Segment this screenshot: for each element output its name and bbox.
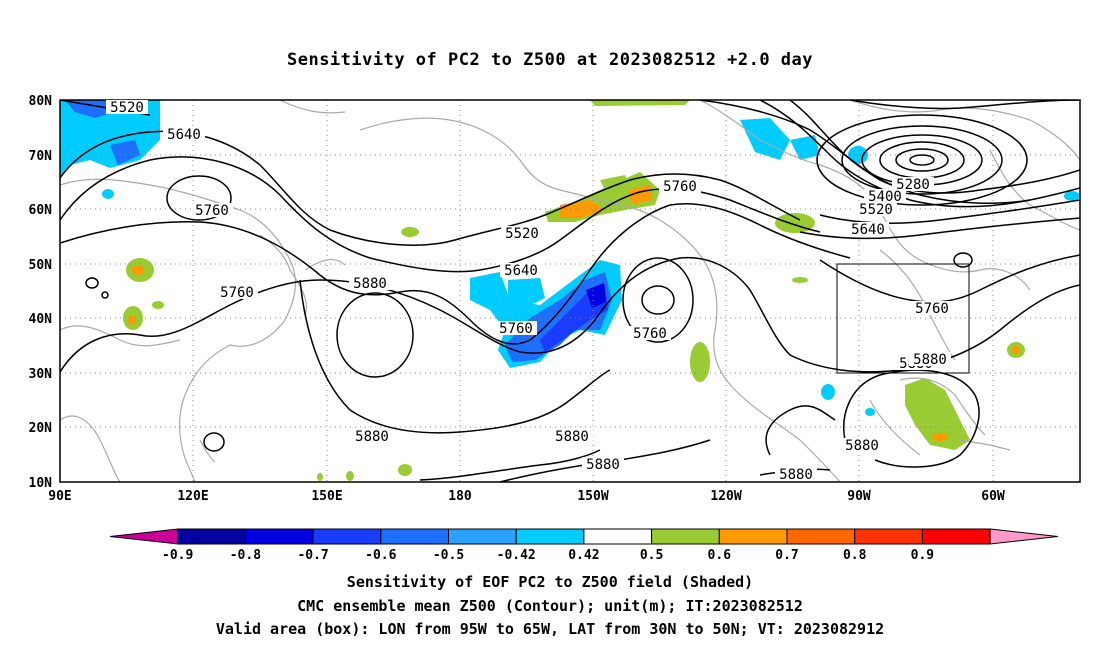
contour-label: 5520 [110, 100, 144, 116]
colorbar-tick-label: -0.6 [365, 548, 396, 563]
colorbar-cell [854, 528, 923, 545]
colorbar-tick-label: 0.9 [911, 548, 934, 563]
lat-tick-label: 10N [29, 476, 53, 491]
colorbar-tick-label: -0.9 [162, 548, 193, 563]
contour-labels: 5520 5640 5760 5520 5640 5760 5760 5880 5760 5760… [106, 100, 953, 483]
contour-label: 5640 [504, 263, 538, 279]
contour-label: 5520 [505, 226, 539, 242]
contour-label: 5760 [195, 203, 229, 219]
colorbar-cell [177, 528, 246, 545]
lon-tick-label: 120W [710, 489, 741, 504]
contour-label: 5880 [353, 276, 387, 292]
colorbar-tick-label: 0.5 [640, 548, 663, 563]
map-frame [59, 99, 1081, 483]
colorbar-over-triangle [989, 528, 1058, 545]
colorbar-tick-label: -0.7 [297, 548, 328, 563]
contour-label: 5760 [220, 285, 254, 301]
lon-tick-label: 120E [177, 489, 208, 504]
contour-label: 5880 [779, 467, 813, 483]
colorbar-cell [312, 528, 382, 545]
contour-label: 5760 [663, 179, 697, 195]
colorbar: -0.9 -0.8 -0.7 -0.6 -0.5 -0.42 0.42 0.5 0.6 0.7 0.… [109, 528, 1058, 563]
contour-label: 5640 [167, 127, 201, 143]
contour-label: 5880 [586, 457, 620, 473]
contour-label: 5760 [499, 321, 533, 337]
contour-label: 5640 [851, 222, 885, 238]
coastlines [60, 100, 1080, 482]
colorbar-cell [718, 528, 788, 545]
axis-labels: 90E 120E 150E 180 150W 120W 90W 60W 80N 70N 60N 50N… [29, 94, 1005, 504]
lon-tick-label: 90W [847, 489, 871, 504]
contour-label: 5400 [868, 189, 902, 205]
colorbar-tick-label: -0.5 [433, 548, 464, 563]
contour-label: 5520 [859, 202, 893, 218]
contour-label: 5880 [555, 429, 589, 445]
shading-layer [60, 100, 1080, 481]
lon-tick-label: 150E [311, 489, 342, 504]
colorbar-cell [380, 528, 449, 545]
caption-contour: CMC ensemble mean Z500 (Contour); unit(m… [297, 597, 803, 615]
lat-tick-label: 20N [29, 421, 53, 436]
colorbar-tick-label: 0.8 [843, 548, 867, 563]
lon-tick-label: 150W [577, 489, 608, 504]
colorbar-cell [921, 528, 991, 545]
shade-negative-asia [60, 100, 160, 178]
caption-valid-area: Valid area (box): LON from 95W to 65W, L… [215, 620, 885, 638]
lat-tick-label: 60N [29, 203, 53, 218]
colorbar-tick-label: 0.7 [775, 548, 798, 563]
colorbar-cell [244, 528, 314, 545]
valid-area-box [836, 263, 970, 374]
lon-tick-label: 180 [448, 489, 472, 504]
contour-label: 5760 [633, 326, 667, 342]
colorbar-cell [651, 528, 720, 545]
contour-label: 5880 [355, 429, 389, 445]
contour-label: 5760 [915, 301, 949, 317]
colorbar-tick-label: -0.42 [497, 548, 536, 563]
gridlines [60, 100, 1080, 482]
lat-tick-label: 70N [29, 149, 53, 164]
lon-tick-label: 60W [981, 489, 1005, 504]
colorbar-under-triangle [109, 528, 179, 545]
caption-shading: Sensitivity of EOF PC2 to Z500 field (Sh… [346, 573, 754, 591]
colorbar-tick-label: 0.42 [568, 548, 599, 563]
colorbar-cell [515, 528, 585, 545]
contour-label: 5880 [845, 438, 879, 454]
lat-tick-label: 40N [29, 312, 53, 327]
colorbar-tick-label: -0.8 [230, 548, 261, 563]
chart-title: Sensitivity of PC2 to Z500 at 2023082512… [286, 50, 813, 70]
colorbar-tick-label: 0.6 [708, 548, 732, 563]
colorbar-cell [583, 528, 653, 545]
lat-tick-label: 80N [29, 94, 53, 109]
lat-tick-label: 30N [29, 367, 53, 382]
lat-tick-label: 50N [29, 258, 53, 273]
colorbar-cell [786, 528, 856, 545]
contour-label: 5880 [913, 352, 947, 368]
lon-tick-label: 90E [48, 489, 71, 504]
colorbar-cell [448, 528, 517, 545]
